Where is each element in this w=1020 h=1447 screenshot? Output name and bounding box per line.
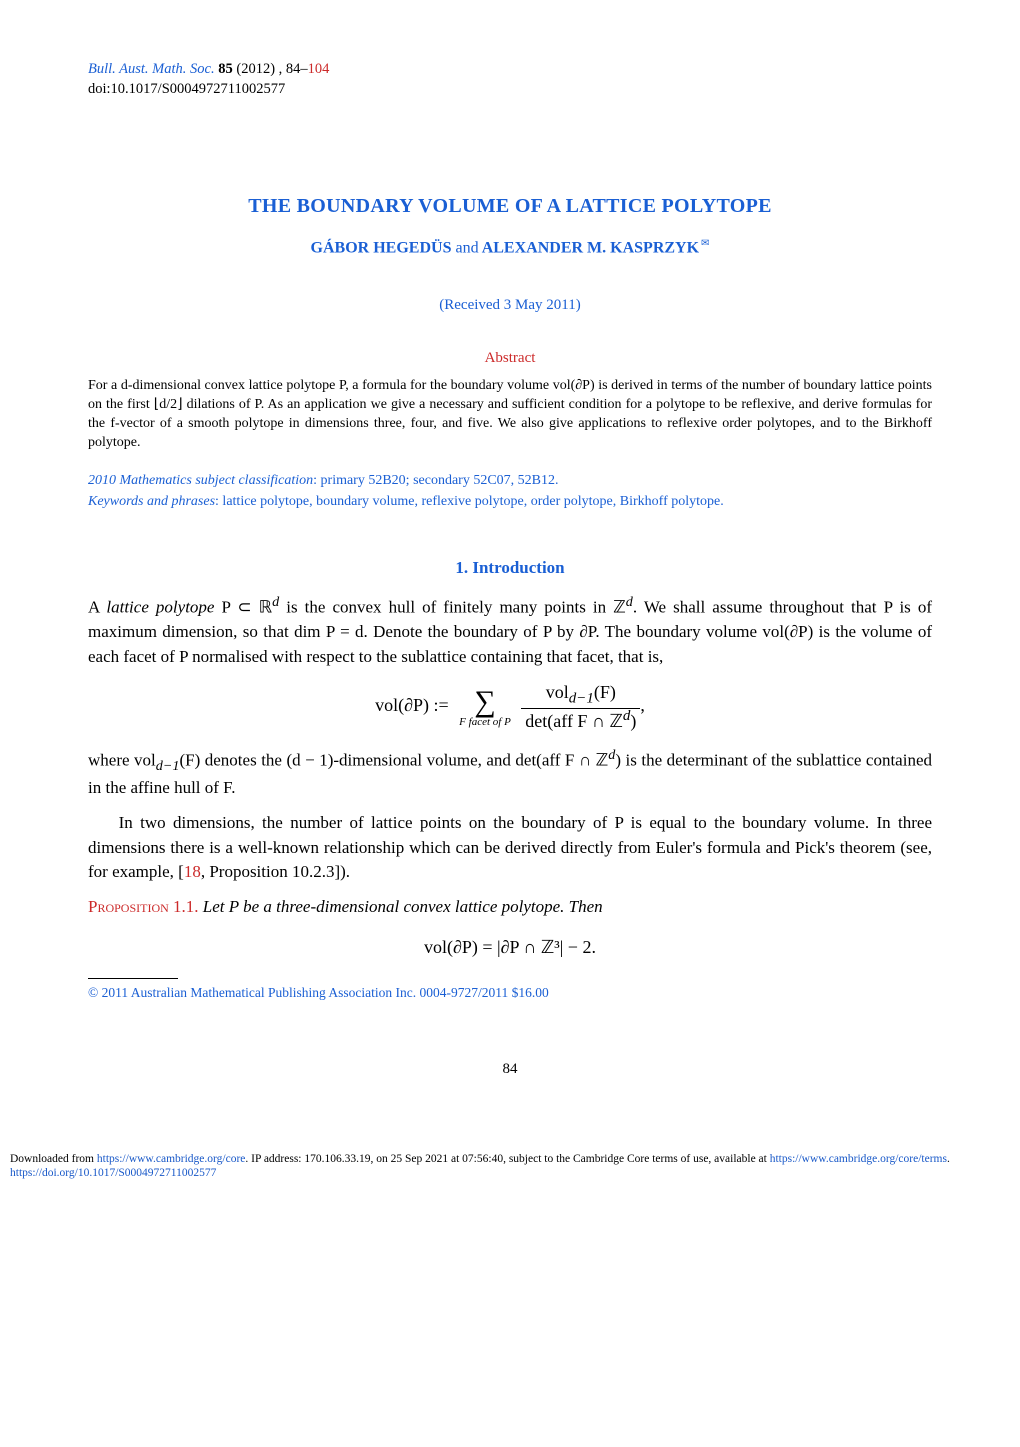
author-1: GÁBOR HEGEDÜS (311, 239, 452, 256)
para-3: In two dimensions, the number of lattice… (88, 811, 932, 885)
volume: 85 (218, 61, 233, 77)
page-end: 104 (308, 61, 330, 77)
summation: ∑ F facet of P (459, 687, 511, 728)
term-lattice-polytope: lattice polytope (106, 598, 214, 617)
proposition-head: Proposition 1.1. (88, 897, 199, 916)
year: (2012) (236, 61, 275, 77)
msc-line: 2010 Mathematics subject classification:… (88, 473, 932, 489)
keywords-line: Keywords and phrases: lattice polytope, … (88, 493, 932, 512)
equation-boundary-volume-def: vol(∂P) := ∑ F facet of P vold−1(F) det(… (88, 683, 932, 730)
proposition-statement: Let P be a three-dimensional convex latt… (199, 897, 603, 916)
msc-label: 2010 Mathematics subject classification (88, 473, 313, 488)
footnote-rule (88, 978, 178, 979)
footer-link-terms[interactable]: https://www.cambridge.org/core/terms (770, 1153, 947, 1165)
copyright-line: © 2011 Australian Mathematical Publishin… (88, 985, 932, 1001)
corresponding-mail-icon: ✉ (701, 238, 709, 249)
footer-link-doi[interactable]: https://doi.org/10.1017/S000497271100257… (10, 1167, 216, 1179)
fraction: vold−1(F) det(aff F ∩ ℤd) (521, 683, 640, 730)
received-date: (Received 3 May 2011) (88, 297, 932, 314)
section-1-heading: 1. Introduction (88, 558, 932, 578)
citation-18[interactable]: 18 (184, 862, 201, 881)
paper-title: THE BOUNDARY VOLUME OF A LATTICE POLYTOP… (88, 195, 932, 218)
journal-header: Bull. Aust. Math. Soc. 85 (2012) , 84–10… (88, 60, 932, 99)
journal-reference: Bull. Aust. Math. Soc. 85 (2012) , 84–10… (88, 60, 932, 80)
proposition-1-1: Proposition 1.1. Let P be a three-dimens… (88, 895, 932, 920)
author-2: ALEXANDER M. KASPRZYK (482, 239, 699, 256)
doi: doi:10.1017/S0004972711002577 (88, 80, 932, 100)
and-separator: and (455, 239, 478, 256)
page-start: 84 (286, 61, 301, 77)
para-2: where vold−1(F) denotes the (d − 1)-dime… (88, 745, 932, 801)
download-footer: Downloaded from https://www.cambridge.or… (0, 1148, 1020, 1187)
msc-value: : primary 52B20; secondary 52C07, 52B12. (313, 473, 558, 488)
abstract-heading: Abstract (88, 350, 932, 367)
section-1-body: A lattice polytope P ⊂ ℝd is the convex … (88, 592, 932, 960)
journal-name: Bull. Aust. Math. Soc. (88, 61, 215, 77)
page-number: 84 (88, 1061, 932, 1078)
abstract-text: For a d-dimensional convex lattice polyt… (88, 377, 932, 453)
authors: GÁBOR HEGEDÜS and ALEXANDER M. KASPRZYK✉ (88, 238, 932, 257)
keywords-label: Keywords and phrases (88, 494, 215, 509)
para-1: A lattice polytope P ⊂ ℝd is the convex … (88, 592, 932, 670)
footer-link-core[interactable]: https://www.cambridge.org/core (97, 1153, 246, 1165)
equation-prop-1-1: vol(∂P) = |∂P ∩ ℤ³| − 2. (88, 934, 932, 960)
keywords-value: : lattice polytope, boundary volume, ref… (215, 494, 724, 509)
